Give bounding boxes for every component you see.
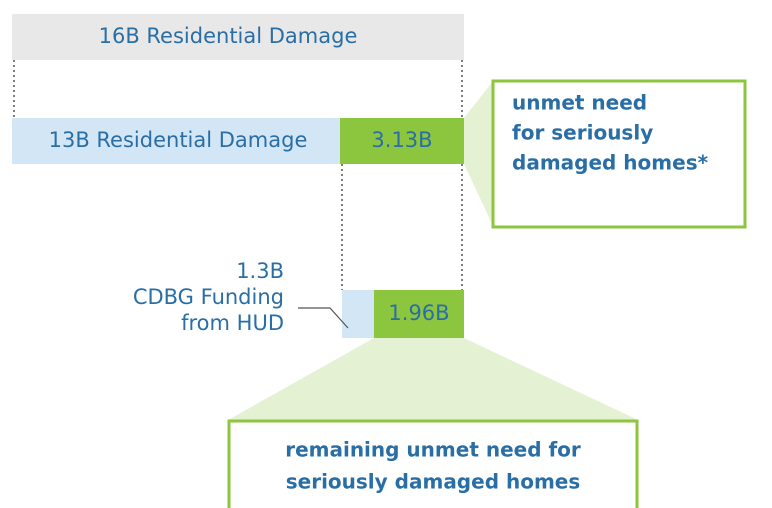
unmet-callout — [491, 79, 747, 229]
remaining-callout — [227, 419, 639, 508]
callout-text: for seriously — [512, 121, 653, 145]
cdbg-label: 1.3B — [236, 259, 284, 283]
remaining-bar — [374, 290, 464, 338]
cdbg-label: from HUD — [181, 311, 284, 335]
cdbg-label: CDBG Funding — [133, 285, 284, 309]
covered-bar — [12, 118, 340, 164]
callout-wedge — [464, 80, 494, 228]
covered-label: 13B Residential Damage — [49, 128, 308, 152]
unmet-bar — [340, 118, 464, 164]
total-label: 16B Residential Damage — [99, 24, 358, 48]
callout-text: unmet need — [512, 91, 647, 115]
callout-text: remaining unmet need for — [285, 438, 581, 462]
total-bar — [12, 14, 464, 60]
callout-wedge — [228, 338, 638, 420]
unmet-label: 3.13B — [371, 128, 432, 152]
callout-text: damaged homes* — [512, 151, 709, 175]
connector — [298, 307, 349, 329]
callout-text: seriously damaged homes — [286, 470, 581, 494]
remaining-label: 1.96B — [388, 301, 449, 325]
cdbg-bar — [342, 290, 374, 338]
